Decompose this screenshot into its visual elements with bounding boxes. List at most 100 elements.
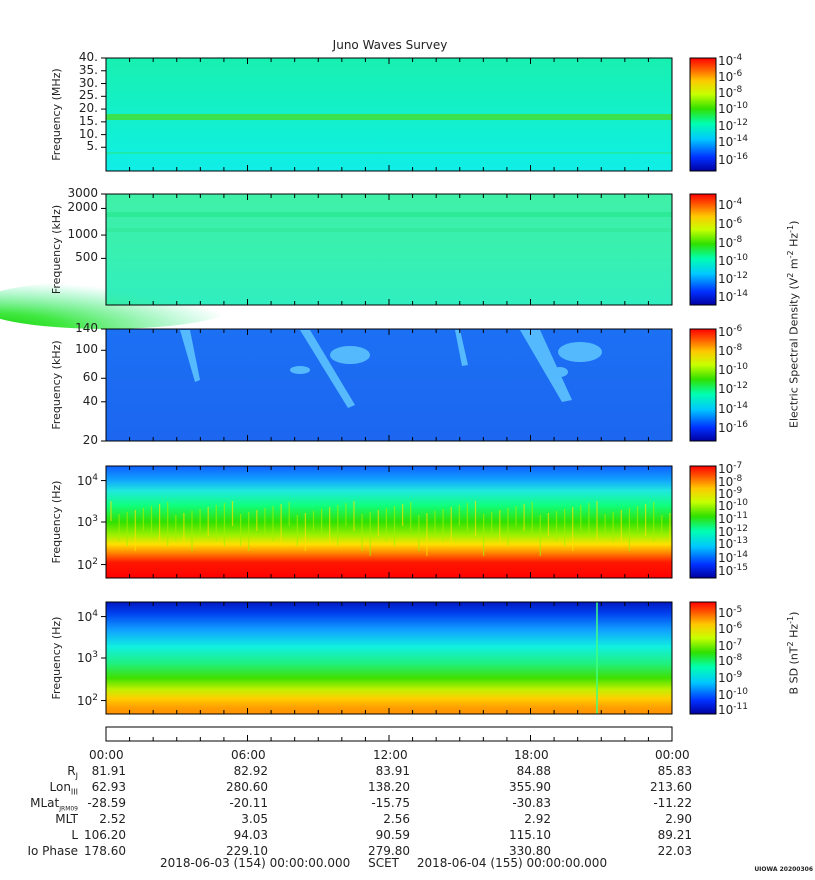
colorbar-tick-label: 10-10 (718, 498, 748, 513)
ephemeris-label: MLatJRM09 (0, 796, 78, 812)
panel-5 (106, 602, 672, 714)
ephemeris-label-text: MLT (55, 812, 78, 826)
colorbar-tick-exp: -15 (733, 563, 748, 574)
colorbar-tick-base: 10 (718, 487, 734, 501)
time-tick-label: 18:00 (514, 748, 549, 762)
y-tick-exp: 3 (92, 514, 98, 524)
colorbar-tick-exp: -4 (733, 197, 743, 208)
y-tick-label: 5. (86, 139, 98, 154)
y-tick-label: 20 (82, 433, 98, 447)
y-tick-exp: 4 (92, 608, 98, 619)
colorbar-tick-base: 10 (718, 86, 734, 101)
colorbar-tick-label: 10-11 (718, 702, 748, 717)
ephemeris-value: 89.21 (657, 828, 692, 842)
footer-time-range: 2018-06-03 (154) 00:00:00.000 SCET 2018-… (160, 856, 607, 870)
y-tick-label: 40. (78, 50, 98, 64)
colorbar-tick-label: 10-10 (718, 101, 748, 116)
panel-1-band-21mhz (106, 114, 672, 120)
panel-1 (106, 58, 672, 171)
colorbar-tick-exp: -12 (733, 381, 748, 392)
e-field-colorbar-label: Electric Spectral Density (V2 m-2 Hz-1) (786, 221, 801, 428)
y-tick-label: 40 (82, 393, 98, 408)
colorbar-tick-exp: -6 (733, 324, 743, 335)
colorbar-tick-base: 10 (718, 525, 734, 540)
colorbar-tick-exp: -16 (733, 419, 748, 430)
colorbar-tick-label: 10-14 (718, 289, 748, 304)
colorbar-tick-label: 10-8 (718, 343, 742, 358)
e-field-label-text: Electric Spectral Density (V (787, 277, 801, 428)
ephemeris-value: 279.80 (368, 844, 410, 858)
colorbar-tick-base: 10 (718, 235, 734, 250)
y-tick-label: 140 (75, 321, 98, 335)
y-tick-label: 100 (75, 342, 98, 357)
colorbar-tick-label: 10-12 (718, 118, 748, 133)
e-field-label-sup2: -2 (786, 250, 795, 259)
colorbar-tick-exp: -8 (733, 653, 743, 664)
colorbar-tick-exp: -7 (733, 637, 743, 648)
colorbar-tick-label: 10-7 (718, 638, 742, 653)
colorbar-tick-exp: -9 (733, 670, 743, 681)
colorbar-tick-base: 10 (718, 54, 734, 69)
colorbar-tick-label: 10-16 (718, 152, 748, 167)
colorbar-tick-base: 10 (718, 152, 734, 167)
colorbar-tick-exp: -10 (733, 100, 748, 111)
colorbar-tick-exp: -14 (733, 289, 748, 300)
colorbar-tick-exp: -6 (733, 215, 743, 226)
panel-3-bursts (180, 330, 602, 408)
colorbar-tick-label: 10-13 (718, 536, 748, 551)
colorbar-tick-exp: -10 (733, 362, 748, 373)
footer-start: 2018-06-03 (154) 00:00:00.000 (160, 856, 351, 870)
e-field-label-end: ) (787, 220, 801, 225)
ephemeris-value: 213.60 (650, 780, 692, 794)
colorbar-tick-exp: -11 (733, 510, 748, 521)
colorbar-tick-base: 10 (718, 401, 734, 416)
y-tick-base: 10 (76, 609, 93, 624)
colorbar (689, 601, 717, 715)
colorbar-tick-label: 10-12 (718, 381, 748, 396)
colorbar-tick-exp: -10 (733, 252, 748, 263)
panel-2-band-1150khz (106, 228, 672, 232)
panel-4 (106, 466, 672, 578)
ephemeris-value: -20.11 (229, 796, 268, 810)
colorbar-tick-exp: -8 (733, 473, 743, 484)
ephemeris-value: 2.92 (524, 812, 551, 826)
ephemeris-value: -28.59 (87, 796, 126, 810)
colorbar-tick-label: 10-6 (718, 69, 742, 84)
colorbar-tick-label: 10-14 (718, 550, 748, 565)
colorbar-tick-label: 10-10 (718, 362, 748, 377)
colorbar-tick-label: 10-7 (718, 461, 742, 476)
time-tick-label: 06:00 (231, 748, 266, 762)
panel-4-streaks (110, 501, 671, 556)
colorbar-tick-exp: -10 (733, 686, 748, 697)
colorbar-tick-base: 10 (718, 638, 734, 653)
colorbar-tick-base: 10 (718, 216, 734, 231)
y-tick-label: 102 (50, 557, 98, 572)
y-tick-label: 103 (50, 514, 98, 529)
colorbar-tick-base: 10 (718, 499, 734, 514)
chart-title: Juno Waves Survey (332, 38, 448, 52)
colorbar-tick-exp: -14 (733, 549, 748, 560)
colorbar-tick-base: 10 (718, 564, 734, 579)
b-field-label-sup1: 2 (786, 641, 795, 647)
ephemeris-value: -11.22 (653, 796, 692, 810)
y-tick-base: 10 (76, 473, 93, 488)
ephemeris-label: RJ (0, 764, 78, 780)
y-tick-exp: 3 (92, 650, 98, 660)
panel-4-spectrogram (106, 466, 672, 578)
colorbar-tick-label: 10-8 (718, 653, 742, 668)
y-tick-label: 1000 (67, 227, 98, 242)
ephemeris-value: 330.80 (509, 844, 551, 858)
ephemeris-value: 3.05 (241, 812, 268, 826)
colorbar-tick-exp: -12 (733, 117, 748, 128)
ephemeris-value: -30.83 (512, 796, 551, 810)
ephemeris-value: 94.03 (233, 828, 268, 842)
y-tick-label: 102 (50, 693, 98, 708)
y-tick-label: 30. (78, 75, 98, 90)
colorbar-tick-exp: -10 (733, 498, 748, 509)
colorbar-tick-exp: -16 (733, 151, 748, 162)
panel-3 (106, 329, 672, 441)
colorbar-tick-exp: -14 (733, 400, 748, 411)
colorbar (689, 57, 717, 172)
colorbar-tick-base: 10 (718, 134, 734, 149)
